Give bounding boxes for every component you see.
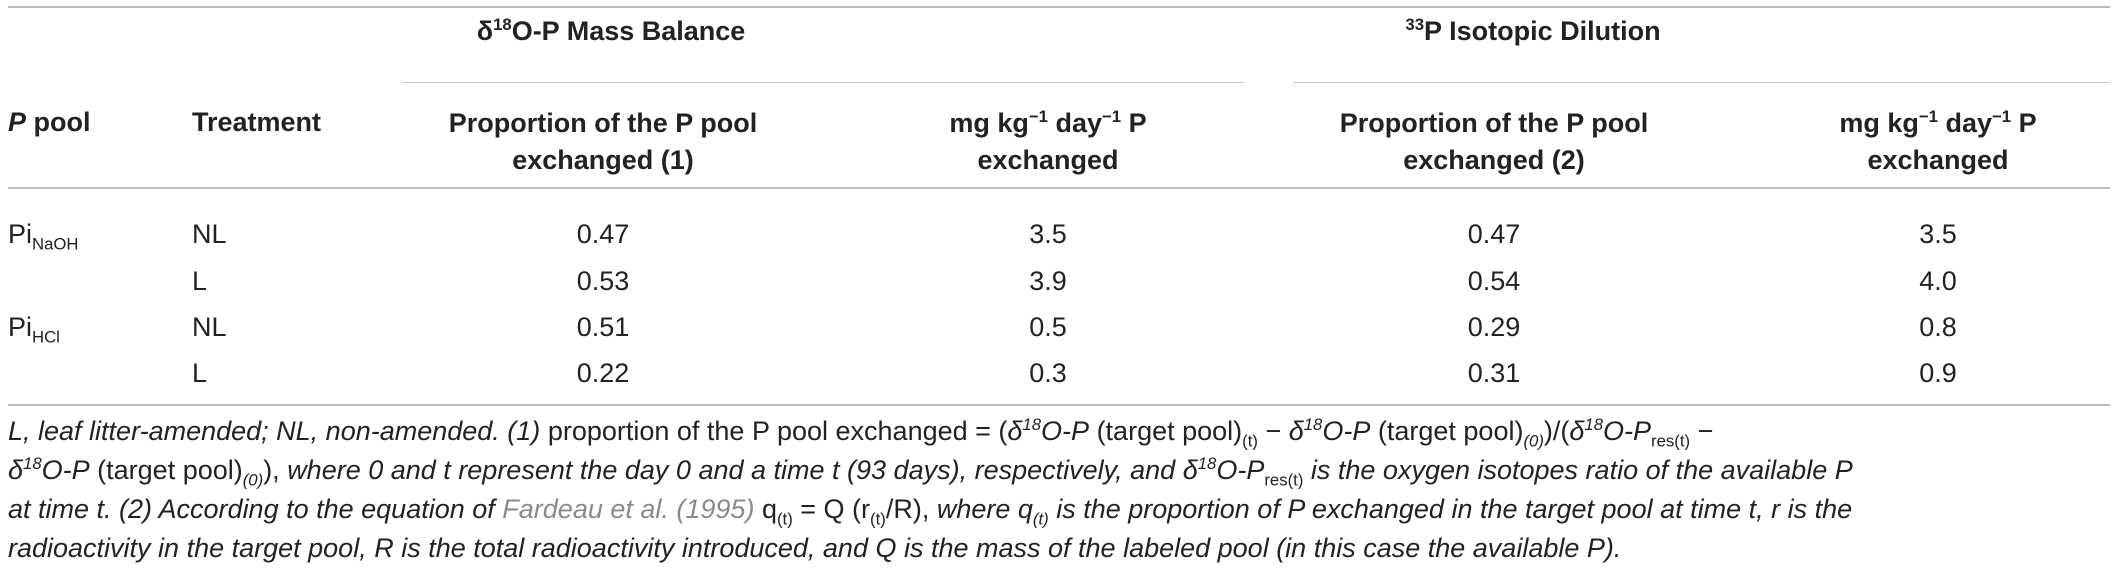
table-footnote: L, leaf litter-amended; NL, non-amended.… — [8, 412, 2104, 568]
group-rule-mass-balance — [402, 82, 1244, 83]
row1-rate1: 3.5 — [1029, 219, 1067, 249]
footnote-line-1: L, leaf litter-amended; NL, non-amended.… — [8, 415, 1714, 451]
row4-prop2: 0.31 — [1467, 358, 1521, 388]
col-header-pool: P pool — [8, 107, 91, 137]
footnote-line-2: δ18O-P (target pool)(0)), where 0 and t … — [8, 454, 1853, 490]
group-header-mass-balance: δ18O-P Mass Balance — [476, 15, 746, 46]
row3-rate2: 0.8 — [1919, 312, 1957, 342]
row2-rate1: 3.9 — [1029, 266, 1067, 296]
row2-prop2: 0.54 — [1467, 266, 1521, 296]
header-rule — [8, 187, 2110, 189]
group-rule-isotopic-dilution — [1293, 82, 2110, 83]
row3-rate1: 0.5 — [1029, 312, 1067, 342]
group-header-isotopic-dilution: 33P Isotopic Dilution — [1405, 15, 1661, 46]
top-rule — [8, 6, 2110, 8]
row4-prop1: 0.22 — [576, 358, 630, 388]
row3-pool: PiHCl — [8, 312, 60, 347]
row4-rate2: 0.9 — [1919, 358, 1957, 388]
col-header-rate2: mg kg−1 day−1 P exchanged — [1839, 107, 2037, 175]
row1-treatment: NL — [192, 219, 227, 249]
citation-link[interactable]: Fardeau et al. (1995) — [502, 494, 755, 524]
row2-prop1: 0.53 — [576, 266, 630, 296]
col-header-prop2: Proportion of the P pool exchanged (2) — [1339, 108, 1649, 175]
row4-rate1: 0.3 — [1029, 358, 1067, 388]
row1-prop2: 0.47 — [1467, 219, 1521, 249]
col-header-treatment: Treatment — [192, 107, 322, 137]
row4-treatment: L — [192, 358, 208, 388]
row1-rate2: 3.5 — [1919, 219, 1957, 249]
bottom-rule — [8, 404, 2110, 406]
row1-prop1: 0.47 — [576, 219, 630, 249]
row3-prop1: 0.51 — [576, 312, 630, 342]
footnote-line-4: radioactivity in the target pool, R is t… — [8, 533, 1622, 563]
row3-prop2: 0.29 — [1467, 312, 1521, 342]
row3-treatment: NL — [192, 312, 227, 342]
row1-pool: PiNaOH — [8, 219, 79, 254]
footnote-line-3: at time t. (2) According to the equation… — [8, 494, 1853, 529]
col-header-rate1: mg kg−1 day−1 P exchanged — [949, 107, 1147, 175]
row2-treatment: L — [192, 266, 208, 296]
row2-rate2: 4.0 — [1919, 266, 1957, 296]
col-header-prop1: Proportion of the P pool exchanged (1) — [448, 108, 758, 175]
